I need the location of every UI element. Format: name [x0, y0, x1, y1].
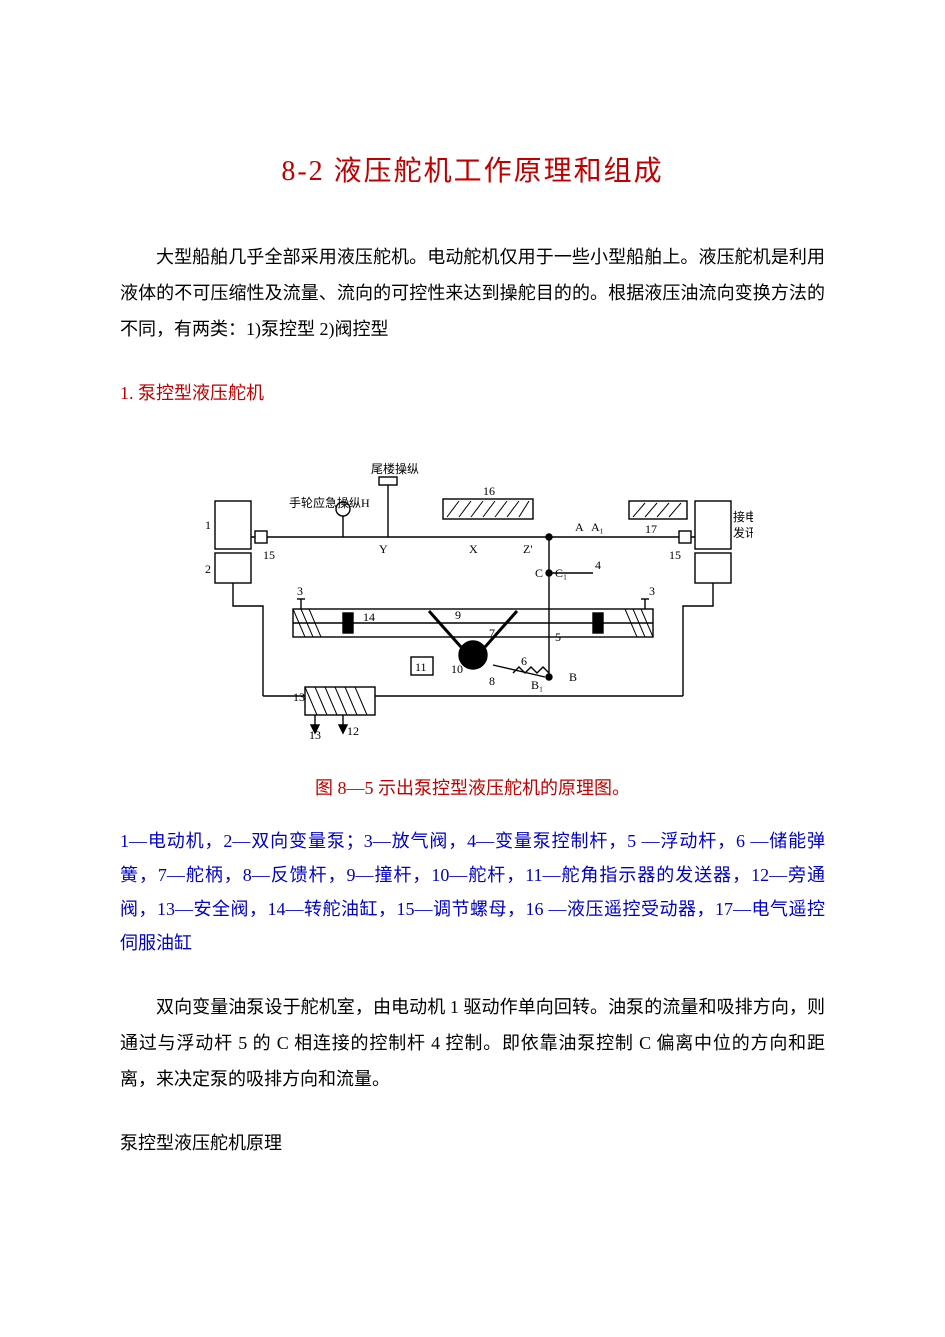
- figure-legend: 1—电动机，2—双向变量泵；3—放气阀，4—变量泵控制杆，5 —浮动杆，6 —储…: [120, 824, 825, 961]
- n15l: 15: [263, 548, 275, 562]
- lbl-A1: A₁: [591, 520, 604, 534]
- n17: 17: [645, 522, 657, 536]
- n12: 12: [347, 724, 359, 738]
- section-2-heading: 泵控型液压舵机原理: [120, 1125, 825, 1161]
- figure-container: 尾楼操纵 手轮应急操纵 H 接电反馈 发讯器 Y X Z' A A₁ C C₁ …: [120, 441, 825, 756]
- n13b: 13: [309, 728, 321, 742]
- lbl-top: 尾楼操纵: [371, 461, 419, 476]
- lbl-Y: Y: [379, 542, 388, 556]
- n2l: 2: [205, 562, 211, 576]
- lbl-X: X: [469, 542, 478, 556]
- document-page: 8-2 液压舵机工作原理和组成 大型船舶几乎全部采用液压舵机。电动舵机仅用于一些…: [0, 0, 945, 1337]
- lbl-wheel: 手轮应急操纵: [289, 495, 361, 510]
- page-title: 8-2 液压舵机工作原理和组成: [120, 149, 825, 189]
- n5: 5: [555, 630, 561, 644]
- section-1-heading: 1. 泵控型液压舵机: [120, 375, 825, 411]
- n8: 8: [489, 674, 495, 688]
- n7: 7: [489, 626, 495, 640]
- lbl-H: H: [361, 496, 370, 510]
- figure-8-5: 尾楼操纵 手轮应急操纵 H 接电反馈 发讯器 Y X Z' A A₁ C C₁ …: [193, 441, 753, 756]
- lbl-C1: C₁: [555, 566, 567, 580]
- intro-paragraph: 大型船舶几乎全部采用液压舵机。电动舵机仅用于一些小型船舶上。液压舵机是利用液体的…: [120, 239, 825, 347]
- n1l: 1: [205, 518, 211, 532]
- n16: 16: [483, 484, 495, 498]
- n15r: 15: [669, 548, 681, 562]
- figure-caption: 图 8—5 示出泵控型液压舵机的原理图。: [120, 774, 825, 800]
- lbl-ext2: 发讯器: [733, 525, 753, 540]
- n3l: 3: [297, 584, 303, 598]
- lbl-ext1: 接电反馈: [733, 509, 753, 524]
- schematic-svg: 尾楼操纵 手轮应急操纵 H 接电反馈 发讯器 Y X Z' A A₁ C C₁ …: [193, 441, 753, 751]
- n13a: 13: [293, 690, 305, 704]
- lbl-Z: Z': [523, 542, 533, 556]
- n3r: 3: [649, 584, 655, 598]
- lbl-B1: B₁: [531, 678, 543, 692]
- lbl-B: B: [569, 670, 577, 684]
- n11: 11: [415, 660, 427, 674]
- paragraph-2: 双向变量油泵设于舵机室，由电动机 1 驱动作单向回转。油泵的流量和吸排方向，则通…: [120, 989, 825, 1097]
- n9: 9: [455, 608, 461, 622]
- lbl-A: A: [575, 520, 584, 534]
- n4: 4: [595, 558, 601, 572]
- n10: 10: [451, 662, 463, 676]
- n14: 14: [363, 610, 375, 624]
- n6: 6: [521, 654, 527, 668]
- lbl-C: C: [535, 566, 543, 580]
